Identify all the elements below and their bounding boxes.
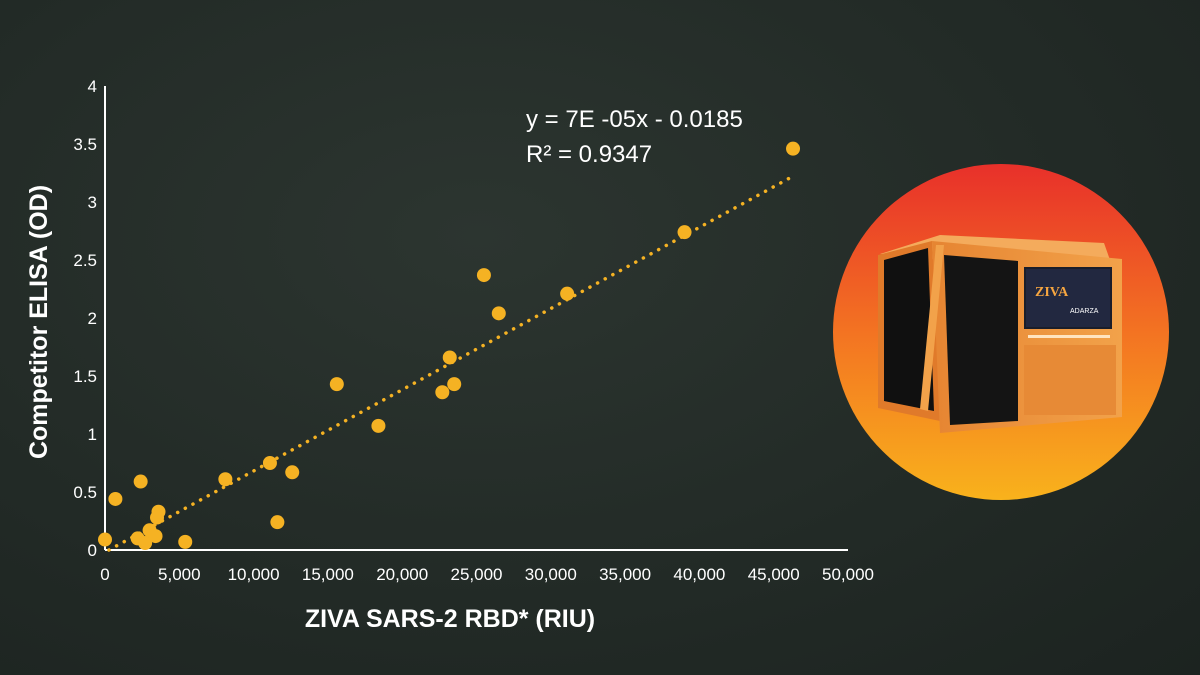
ziva-instrument-image: ZIVA ADARZA [832, 163, 1170, 501]
device-left-window [884, 248, 934, 411]
x-tick-label: 5,000 [158, 565, 201, 584]
device-brand-text: ADARZA [1070, 308, 1099, 315]
data-point [98, 532, 112, 547]
data-point [138, 536, 153, 551]
y-tick-label: 1.5 [73, 367, 97, 386]
y-tick-label: 3.5 [73, 135, 97, 154]
y-tick-label: 1 [88, 425, 97, 444]
x-tick-label: 20,000 [376, 565, 428, 584]
x-tick-label: 45,000 [748, 565, 800, 584]
y-axis-title: Competitor ELISA (OD) [25, 185, 53, 459]
data-point [148, 529, 163, 544]
data-points [98, 141, 801, 551]
y-tick-label: 0.5 [73, 483, 97, 502]
x-axis-title: ZIVA SARS-2 RBD* (RIU) [305, 605, 595, 633]
x-tick-label: 15,000 [302, 565, 354, 584]
y-tick-labels: 0 0.5 1 1.5 2 2.5 3 3.5 4 [73, 77, 97, 560]
x-tick-labels: 0 5,000 10,000 15,000 20,000 25,000 30,000 35,0… [100, 565, 874, 584]
data-point [151, 504, 166, 519]
y-tick-label: 3 [88, 193, 97, 212]
data-point [786, 141, 801, 156]
data-point [491, 306, 506, 321]
data-point [285, 465, 300, 480]
data-point [371, 418, 386, 433]
x-tick-label: 35,000 [599, 565, 651, 584]
data-point [262, 456, 277, 470]
data-point [447, 377, 462, 392]
y-tick-label: 4 [88, 77, 97, 96]
x-tick-label: 0 [100, 565, 109, 584]
data-point [329, 377, 344, 392]
device-logo-text: ZIVA [1035, 285, 1069, 300]
device-illustration: ZIVA ADARZA [833, 164, 1169, 500]
x-tick-label: 25,000 [451, 565, 503, 584]
data-point [270, 515, 285, 530]
r-squared-label: R² = 0.9347 [526, 141, 652, 168]
data-point [560, 286, 575, 301]
data-point [435, 385, 450, 400]
device-screen-glow [1026, 269, 1110, 327]
data-point [476, 268, 491, 283]
data-point [108, 491, 123, 506]
x-tick-label: 30,000 [525, 565, 577, 584]
data-point [442, 350, 457, 365]
device-lower-panel [1024, 345, 1116, 415]
x-tick-label: 40,000 [673, 565, 725, 584]
y-tick-label: 2 [88, 309, 97, 328]
device-front-window [944, 255, 1018, 425]
x-tick-label: 50,000 [822, 565, 874, 584]
data-point [677, 225, 692, 240]
trendline-equation: y = 7E -05x - 0.0185 [526, 106, 743, 133]
x-tick-label: 10,000 [228, 565, 280, 584]
data-point [133, 474, 148, 489]
device-divider-stripe [920, 245, 944, 411]
data-point [218, 472, 233, 487]
device-light-bar [1028, 335, 1110, 338]
y-tick-label: 2.5 [73, 251, 97, 270]
y-tick-label: 0 [88, 541, 97, 560]
data-point [178, 534, 193, 549]
